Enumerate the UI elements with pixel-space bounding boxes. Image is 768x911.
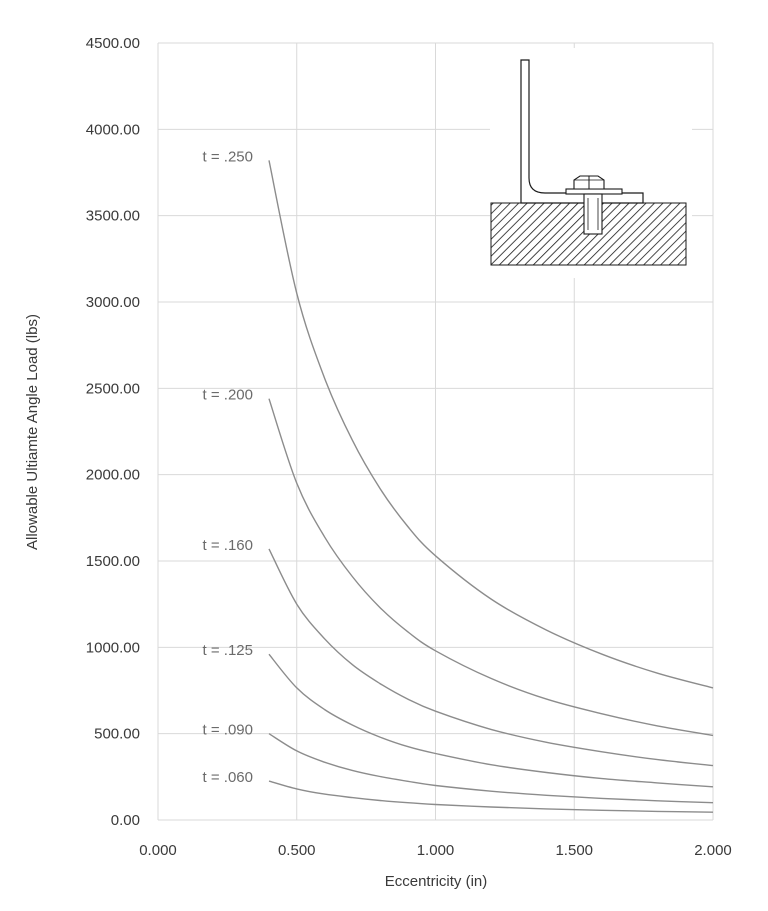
y-tick-label: 4500.00 (86, 35, 140, 52)
y-tick-label: 3500.00 (86, 208, 140, 225)
y-tick-label: 1500.00 (86, 553, 140, 570)
series-label: t = .090 (203, 722, 253, 739)
series-line (268, 160, 714, 689)
gridlines (157, 42, 714, 821)
y-tick-label: 500.00 (94, 726, 140, 743)
series-labels: t = .250 t = .200 t = .160 t = .125 t = .090… (203, 148, 253, 786)
x-tick-label: 0.000 (139, 842, 177, 859)
y-tick-label: 3000.00 (86, 294, 140, 311)
bolt-shank (583, 193, 603, 235)
series-line (268, 780, 714, 813)
angle-bracket (520, 59, 644, 204)
series-label: t = .160 (203, 537, 253, 554)
washer (565, 188, 623, 195)
y-axis-title: Allowable Ultiamte Angle Load (lbs) (24, 314, 41, 550)
y-tick-label: 1000.00 (86, 639, 140, 656)
series-line (268, 653, 714, 788)
y-tick-label: 2000.00 (86, 467, 140, 484)
angle-bracket-inset-icon (490, 48, 692, 278)
y-tick-label: 4000.00 (86, 121, 140, 138)
x-tick-label: 1.000 (417, 842, 455, 859)
series-label: t = .200 (203, 387, 253, 404)
series-line (268, 398, 714, 737)
series-curves (268, 160, 714, 813)
series-line (268, 548, 714, 767)
series-label: t = .250 (203, 148, 253, 165)
series-label: t = .060 (203, 769, 253, 786)
series-line (268, 733, 714, 804)
x-tick-label: 1.500 (555, 842, 593, 859)
x-axis-title: Eccentricity (in) (385, 873, 488, 890)
x-tick-labels: 0.000 0.500 1.000 1.500 2.000 (139, 842, 732, 859)
x-tick-label: 2.000 (694, 842, 732, 859)
y-tick-labels: 0.00 500.00 1000.00 1500.00 2000.00 2500.00 30… (86, 35, 140, 829)
y-tick-label: 0.00 (111, 812, 140, 829)
series-label: t = .125 (203, 642, 253, 659)
y-tick-label: 2500.00 (86, 380, 140, 397)
x-tick-label: 0.500 (278, 842, 316, 859)
